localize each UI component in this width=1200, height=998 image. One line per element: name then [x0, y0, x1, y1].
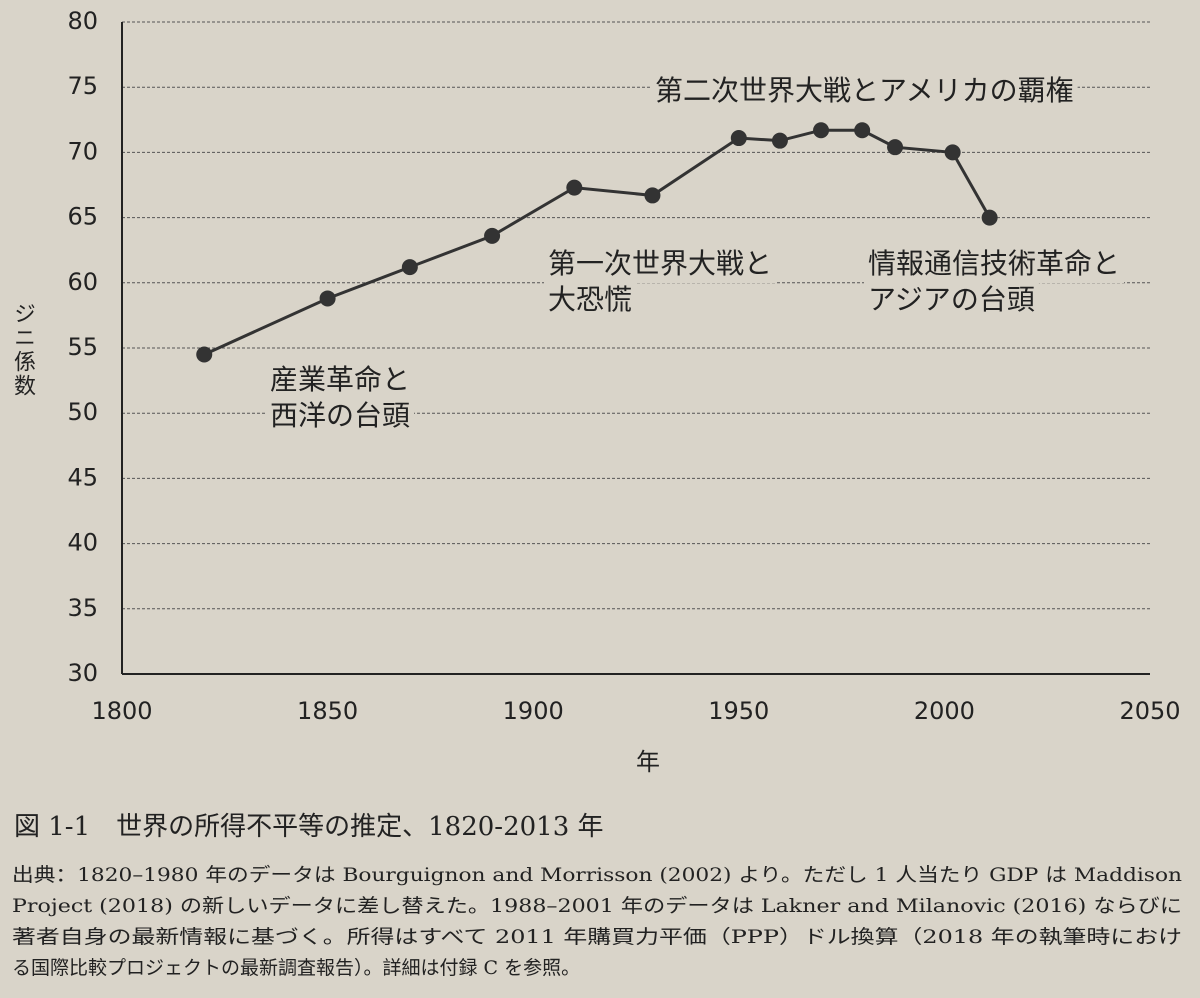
annotation-background — [864, 247, 1125, 283]
annotation: 西洋の台頭 — [270, 399, 410, 432]
point — [484, 227, 501, 244]
x-tick-label: 2000 — [914, 697, 975, 725]
annotation-background — [544, 247, 777, 283]
annotation: アジアの台頭 — [868, 283, 1035, 316]
y-tick-label: 50 — [67, 398, 98, 426]
point — [981, 209, 998, 226]
source-line: Project (2018) の新しいデータに差し替えた。1988–2001 年… — [12, 895, 1182, 917]
y-tick-label: 40 — [67, 529, 98, 557]
source-line: 出典：1820–1980 年のデータは Bourguignon and Morr… — [12, 864, 1182, 886]
y-tick-label: 35 — [67, 594, 98, 622]
y-axis-label: ジニ係数 — [10, 302, 36, 398]
x-tick-label: 1950 — [708, 697, 769, 725]
y-tick-label: 30 — [67, 659, 98, 687]
source-line: 著者自身の最新情報に基づく。所得はすべて 2011 年購買力平価（PPP）ドル換… — [12, 926, 1182, 948]
y-tick-label: 80 — [67, 7, 98, 35]
annotation-background — [864, 283, 1039, 319]
x-tick-label: 1900 — [503, 697, 564, 725]
annotation: 大恐慌 — [548, 283, 632, 316]
x-tick-label: 1850 — [297, 697, 358, 725]
x-tick-label: 2050 — [1119, 697, 1180, 725]
y-tick-label: 75 — [67, 72, 98, 100]
annotation: 第二次世界大戦とアメリカの覇権 — [655, 74, 1074, 107]
source-line: る国際比較プロジェクトの最新調査報告）。詳細は付録 C を参照。 — [12, 957, 580, 979]
point — [401, 259, 418, 276]
point — [813, 122, 830, 139]
point — [644, 187, 661, 204]
annotation-background — [651, 74, 1078, 110]
annotation: 情報通信技術革命と — [868, 247, 1120, 280]
y-tick-label: 45 — [67, 463, 98, 491]
y-tick-label: 65 — [67, 203, 98, 231]
annotation-background — [544, 283, 637, 319]
point — [944, 144, 961, 161]
point — [730, 130, 747, 147]
annotation: 産業革命と — [270, 363, 410, 396]
y-tick-label: 60 — [67, 268, 98, 296]
point — [887, 139, 904, 156]
point — [319, 290, 336, 307]
y-tick-label: 70 — [67, 137, 98, 165]
x-tick-label: 1800 — [91, 697, 152, 725]
y-tick-label: 55 — [67, 333, 98, 361]
x-axis-label: 年 — [636, 748, 660, 776]
annotation-background — [266, 363, 415, 399]
point — [196, 346, 213, 363]
point — [566, 179, 583, 196]
annotation-background — [266, 399, 415, 435]
point — [771, 132, 788, 149]
caption: 図 1-1 世界の所得不平等の推定、1820-2013 年 — [14, 812, 604, 842]
point — [854, 122, 871, 139]
annotation: 第一次世界大戦と — [548, 247, 772, 280]
